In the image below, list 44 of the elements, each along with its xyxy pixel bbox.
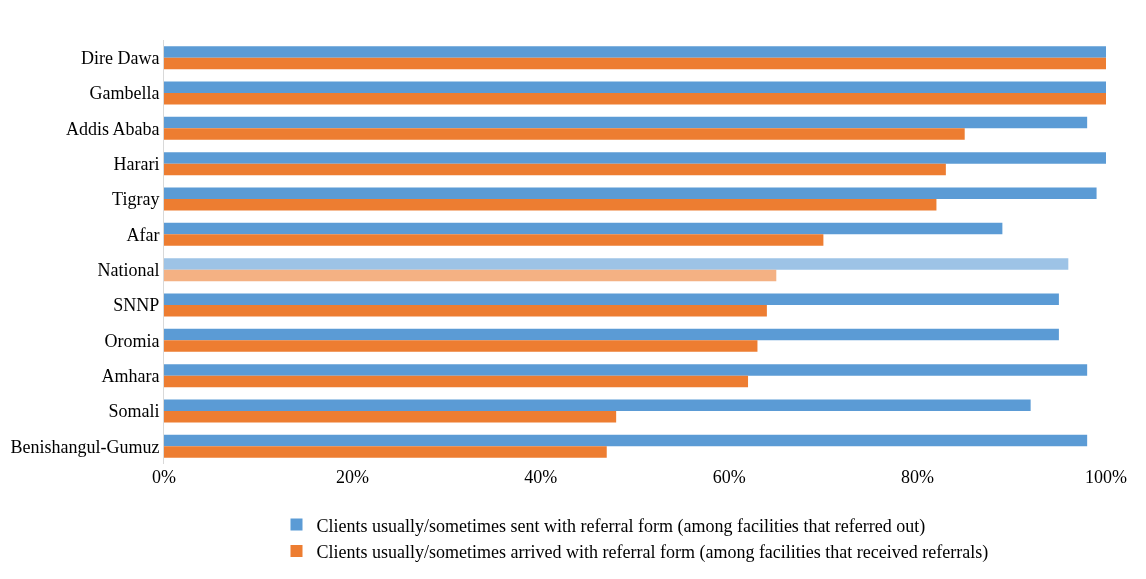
bar: [164, 399, 1031, 411]
bar: [164, 340, 758, 352]
x-tick-label: 80%: [901, 467, 935, 487]
legend-label: Clients usually/sometimes arrived with referral form (among facilities that received referrals): [316, 542, 989, 564]
x-tick-label: 60%: [712, 467, 746, 487]
bar: [164, 375, 749, 388]
bar: [164, 364, 1088, 376]
bar: [164, 187, 1097, 199]
x-tick-label: 0%: [152, 467, 176, 487]
y-tick-label: Dire Dawa: [80, 47, 160, 68]
bar: [164, 411, 617, 423]
bar: [164, 116, 1088, 129]
bar: [164, 46, 1106, 58]
bar: [164, 222, 1003, 235]
bar: [164, 328, 1059, 341]
bar: [164, 81, 1106, 93]
bar: [164, 57, 1106, 70]
y-tick-label: Tigray: [112, 189, 160, 210]
bar: [164, 152, 1106, 164]
y-tick-label: Harari: [113, 153, 160, 174]
x-tick-label: 40%: [524, 467, 558, 487]
y-tick-label: Addis Ababa: [65, 118, 160, 139]
bar: [164, 446, 607, 458]
bar: [164, 293, 1059, 305]
bar: [164, 199, 937, 211]
y-tick-label: Somali: [108, 401, 160, 422]
bar: [164, 128, 965, 140]
bar: [164, 305, 767, 317]
y-tick-label: Gambella: [89, 83, 160, 104]
bar: [164, 269, 777, 282]
y-tick-label: National: [97, 259, 160, 280]
y-tick-label: SNNP: [113, 295, 160, 316]
bar: [164, 234, 824, 246]
x-tick-label: 100%: [1085, 467, 1127, 487]
bar: [164, 258, 1069, 270]
y-tick-label: Afar: [126, 224, 160, 245]
y-tick-label: Amhara: [101, 365, 160, 386]
bar: [164, 434, 1088, 447]
y-tick-label: Benishangul-Gumuz: [10, 436, 160, 457]
x-tick-label: 20%: [335, 467, 369, 487]
legend-label: Clients usually/sometimes sent with referral form (among facilities that referred out): [316, 515, 926, 537]
bar: [164, 93, 1106, 105]
bar: [164, 163, 946, 176]
y-tick-label: Oromia: [104, 330, 160, 351]
